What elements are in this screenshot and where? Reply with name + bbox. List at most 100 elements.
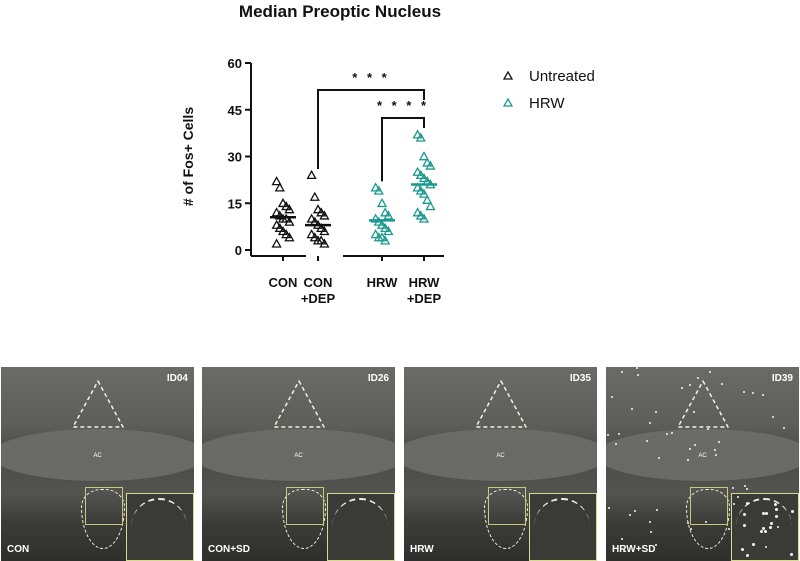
fos-cell-dot [654,410,657,413]
x-tick-label: CON [269,275,298,290]
fos-cell-dot [744,485,747,488]
data-point [415,185,426,195]
data-point [316,235,327,245]
x-tick-label: HRW [409,275,441,290]
fos-cell-dot [742,512,746,516]
data-point [281,201,292,211]
fos-cell-dot [645,439,648,442]
chart-title: Median Preoptic Nucleus [238,2,442,21]
data-point [383,225,394,236]
legend-marker [502,70,514,80]
fos-cell-dot [607,506,610,509]
fos-cell-dot [687,522,690,525]
fos-cell-dot [655,543,658,546]
data-point [415,132,426,142]
data-point [309,232,320,242]
y-axis-label: # of Fos+ Cells [180,107,196,206]
data-point [306,229,317,239]
ac-label: AC [93,453,102,459]
data-point [412,182,423,192]
fos-cell-dot [620,538,623,541]
data-point [281,229,292,239]
fos-cell-dot [665,433,668,436]
data-point [415,169,426,180]
region-outline [677,380,729,428]
data-point [274,210,285,220]
anterior-commissure-band [1,429,194,481]
fos-cell-dot [690,528,693,531]
legend-label: HRW [529,95,565,112]
micrograph-panel-hrw-sd: AC ID39 HRW+SD [606,367,799,561]
data-point [306,169,317,180]
fos-cell-dot [689,448,692,451]
fos-cell-dot [746,501,750,505]
panel-id: ID04 [166,373,188,384]
region-outline [475,380,527,428]
panel-id: ID35 [569,373,591,384]
fos-cell-dot [768,526,772,530]
fos-cell-dot [791,509,795,513]
fos-cell-dot [761,512,765,516]
legend-label: Untreated [529,68,595,85]
anterior-commissure-band [202,429,395,481]
data-point [274,182,285,192]
fos-cell-dot [761,527,765,531]
anterior-commissure-band [404,429,597,481]
inset-source-box [690,487,728,525]
fos-cell-dot [774,503,778,507]
region-outline [273,380,325,428]
fos-cell-dot [705,520,708,523]
y-tick-label: 0 [235,243,242,258]
data-point [418,151,430,161]
data-point [319,225,330,236]
y-tick-label: 45 [228,103,242,118]
data-point [284,204,295,214]
inset-source-box [85,487,123,525]
data-point [370,182,381,192]
data-point [380,235,391,245]
data-point [271,207,282,217]
fos-cell-dot [634,509,637,512]
data-point [425,160,436,170]
legend-marker [502,97,514,107]
fos-cell-dot [637,373,640,376]
fos-cell-dot [617,432,620,435]
data-point [418,213,430,223]
panel-condition-label: CON [7,544,30,555]
data-point [370,229,381,239]
fos-cell-dot [671,431,674,434]
fos-cell-dot [631,408,634,411]
fos-cell-dot [774,507,778,511]
ac-label: AC [698,453,707,459]
region-outline [72,380,124,428]
data-point [274,222,285,233]
fos-cell-dot [648,520,651,523]
data-point [316,222,327,233]
fos-cell-dot [761,393,764,396]
data-point [415,210,426,220]
data-point [306,213,317,223]
fos-cell-dot [764,546,767,549]
fos-cell-dot [657,457,660,460]
fos-cell-dot [745,554,749,558]
data-point [376,219,388,229]
data-point [418,172,430,183]
fos-cell-dot [629,513,632,516]
data-point [412,207,423,217]
fos-cell-dot [717,441,720,444]
fos-cell-dot [732,503,735,506]
y-tick-label: 60 [228,56,242,71]
x-tick-label-line2: +DEP [407,291,442,306]
data-point [284,216,295,226]
fos-cell-dot [636,367,639,370]
data-point [370,213,381,223]
fos-cell-dot [771,415,774,418]
fos-cell-dot [622,550,625,553]
fos-cell-dot [689,383,692,386]
fos-cell-dot [680,387,683,390]
data-point [412,166,423,176]
fos-cell-dot [752,392,755,395]
significance-bracket [381,117,425,182]
data-point [277,197,289,208]
